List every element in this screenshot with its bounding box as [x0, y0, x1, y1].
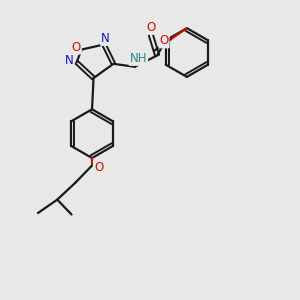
Text: N: N — [65, 54, 74, 67]
Text: O: O — [159, 34, 169, 47]
Text: NH: NH — [130, 52, 147, 65]
Text: O: O — [94, 161, 103, 174]
Text: N: N — [101, 32, 110, 45]
Text: O: O — [146, 21, 155, 34]
Text: O: O — [72, 41, 81, 54]
